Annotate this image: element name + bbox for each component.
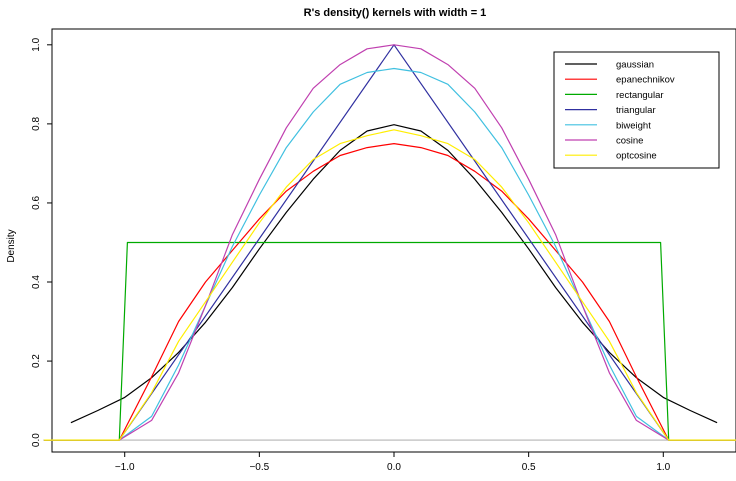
x-tick-label: −0.5 [249, 462, 269, 473]
y-axis-label: Density [6, 229, 17, 262]
y-tick-label: 0.6 [31, 196, 42, 210]
x-tick-label: 1.0 [656, 462, 670, 473]
series-line-gaussian [70, 124, 718, 424]
series-layer [43, 44, 736, 441]
y-tick-label: 0.0 [31, 433, 42, 447]
y-tick-label: 0.2 [31, 354, 42, 368]
legend-label-epanechnikov: epanechnikov [616, 75, 675, 86]
series-line-optcosine [43, 129, 736, 441]
legend-label-optcosine: optcosine [616, 151, 657, 162]
legend-label-gaussian: gaussian [616, 60, 654, 71]
legend-label-rectangular: rectangular [616, 90, 664, 101]
legend-label-cosine: cosine [616, 136, 643, 147]
x-tick-label: −1.0 [115, 462, 135, 473]
series-line-cosine [43, 44, 736, 441]
legend: gaussian epanechnikov rectangular triangula… [553, 51, 720, 169]
y-tick-label: 0.4 [31, 275, 42, 289]
x-tick-label: 0.0 [387, 462, 401, 473]
y-tick-label: 1.0 [31, 37, 42, 51]
legend-label-triangular: triangular [616, 105, 656, 116]
series-line-epanechnikov [43, 143, 736, 441]
series-line-rectangular [43, 241, 736, 441]
chart-title: R's density() kernels with width = 1 [304, 7, 487, 19]
legend-label-biweight: biweight [616, 120, 651, 131]
ticks-layer: −1.0 −0.5 0.0 0.5 1.0 0.0 0.2 0.4 0.6 0.8 1.0 [31, 37, 671, 473]
series-line-biweight [43, 67, 736, 441]
y-tick-label: 0.8 [31, 116, 42, 130]
x-tick-label: 0.5 [522, 462, 536, 473]
